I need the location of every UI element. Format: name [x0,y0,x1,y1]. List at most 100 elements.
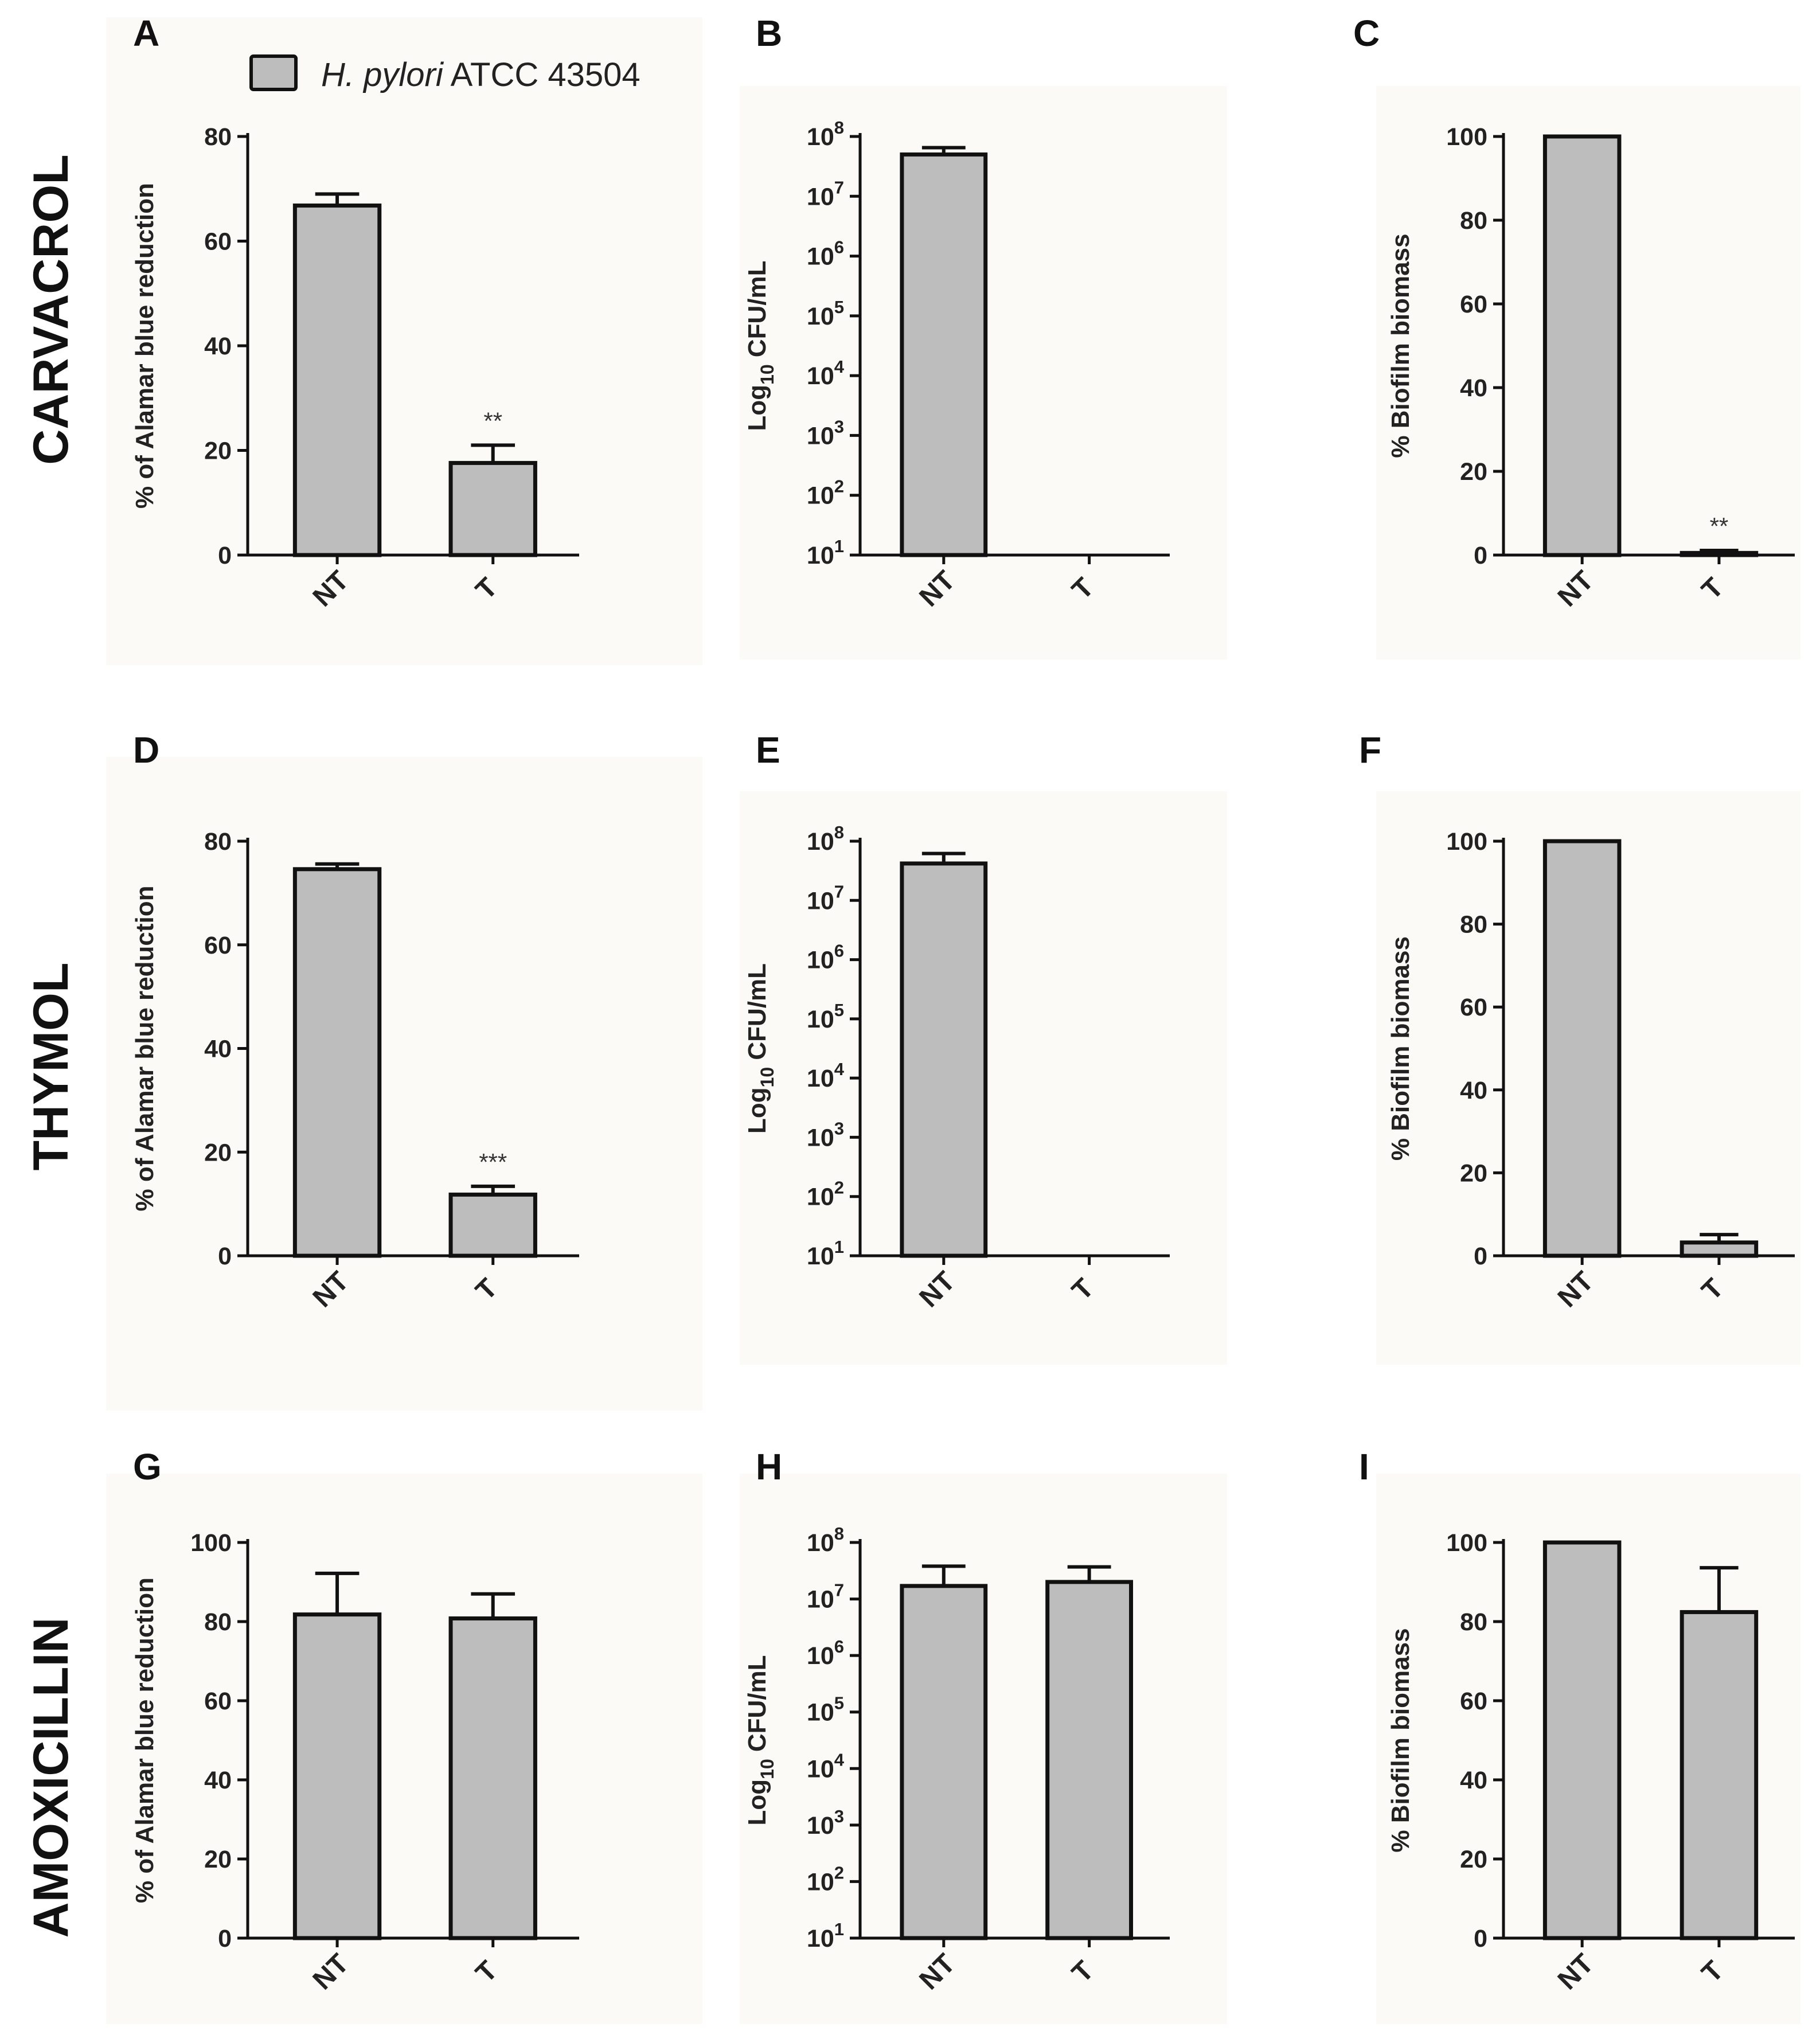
y-tick-label: 60 [204,1688,232,1715]
y-tick-label: 60 [204,228,232,256]
y-tick-label: 107 [807,881,844,915]
y-axis-label: % of Alamar blue reduction [131,183,159,509]
bar-nt [1542,839,1622,1258]
legend-label-italic: H. pylori [321,56,444,93]
y-tick-label: 80 [1460,1608,1487,1636]
y-tick-label: 102 [807,1178,844,1211]
y-tick-label: 106 [807,941,844,974]
panel-letter-i: I [1359,1446,1369,1487]
legend-label: H. pylori ATCC 43504 [321,56,640,93]
error-bar-t [1700,548,1739,553]
y-tick-label: 0 [1474,542,1487,569]
legend: H. pylori ATCC 43504 [249,54,640,93]
y-axis-label: % Biofilm biomass [1387,1628,1415,1852]
panel-background [106,757,702,1411]
y-tick-label: 103 [807,1118,844,1151]
y-tick-label: 40 [1460,1077,1487,1104]
error-bar-t [471,443,515,463]
y-tick-label: 60 [1460,1688,1487,1715]
y-tick-label: 101 [807,1919,844,1952]
error-bar-nt [315,862,360,869]
y-tick-label: 20 [1460,1159,1487,1187]
y-tick-label: 100 [1446,828,1487,856]
bar-t [1680,1610,1759,1940]
y-tick-label: 40 [204,1767,232,1794]
bar-nt [900,152,988,557]
y-tick-label: 101 [807,536,844,569]
significance-label: ** [1710,513,1729,540]
y-tick-label: 100 [190,1529,232,1557]
significance-label: ** [483,407,502,434]
y-tick-label: 40 [1460,1767,1487,1794]
y-tick-label: 20 [204,438,232,465]
y-tick-label: 80 [204,1608,232,1636]
y-tick-label: 80 [204,123,232,151]
y-tick-label: 0 [1474,1243,1487,1270]
y-tick-label: 20 [1460,458,1487,486]
y-tick-label: 104 [807,1749,845,1783]
y-tick-label: 102 [807,476,844,510]
bar-nt [292,203,382,557]
y-tick-label: 106 [807,1636,844,1670]
legend-swatch [249,54,298,91]
y-tick-label: 108 [807,1524,844,1557]
y-tick-label: 20 [1460,1846,1487,1873]
panel-letter-e: E [756,729,780,771]
y-tick-label: 102 [807,1862,844,1896]
y-tick-label: 0 [1474,1925,1487,1952]
row-title-thymol: THYMOL [24,962,79,1170]
significance-label: *** [479,1149,507,1175]
y-tick-label: 20 [204,1846,232,1873]
row-title-carvacrol: CARVACROL [24,154,79,465]
bar-t [448,1192,537,1258]
y-tick-label: 0 [218,1925,232,1952]
error-bar-t [471,1184,515,1195]
bar-nt [900,861,988,1258]
y-axis-label: % Biofilm biomass [1387,233,1415,458]
y-tick-label: 20 [204,1139,232,1166]
y-tick-label: 107 [807,177,844,210]
y-tick-label: 0 [218,1243,232,1270]
bar-nt [900,1584,988,1940]
bar-nt [292,1612,382,1940]
bar-t [448,1616,537,1940]
panel-letter-h: H [756,1446,782,1487]
error-bar-nt [315,192,360,206]
y-axis-label: % Biofilm biomass [1387,936,1415,1161]
panel-letter-c: C [1353,13,1380,54]
error-bar-t [471,1592,515,1619]
error-bar-nt [921,852,966,864]
panel-letter-f: F [1359,729,1381,771]
panel-letter-d: D [133,729,159,771]
y-tick-label: 105 [807,1693,844,1727]
y-tick-label: 0 [218,542,232,569]
y-tick-label: 40 [204,333,232,360]
legend-label-rest: ATCC 43504 [443,56,640,93]
bar-t [448,460,537,557]
y-tick-label: 60 [204,932,232,959]
y-tick-label: 101 [807,1237,844,1270]
error-bar-t [1700,1566,1739,1612]
bar-t [1045,1580,1133,1940]
y-tick-label: 100 [1446,1529,1487,1557]
y-tick-label: 104 [807,357,845,390]
y-tick-label: 60 [1460,291,1487,318]
y-tick-label: 80 [204,828,232,856]
y-axis-label: Log10 CFU/mL [743,963,778,1134]
y-tick-label: 80 [1460,207,1487,235]
row-title-amoxicillin: AMOXICILLIN [24,1618,79,1938]
error-bar-t [1067,1565,1111,1582]
y-tick-label: 107 [807,1580,844,1614]
bar-t [1680,550,1759,557]
bar-t [1680,1240,1759,1258]
y-axis-label: Log10 CFU/mL [743,1655,778,1825]
y-tick-label: 104 [807,1059,845,1092]
y-tick-label: 80 [1460,911,1487,939]
